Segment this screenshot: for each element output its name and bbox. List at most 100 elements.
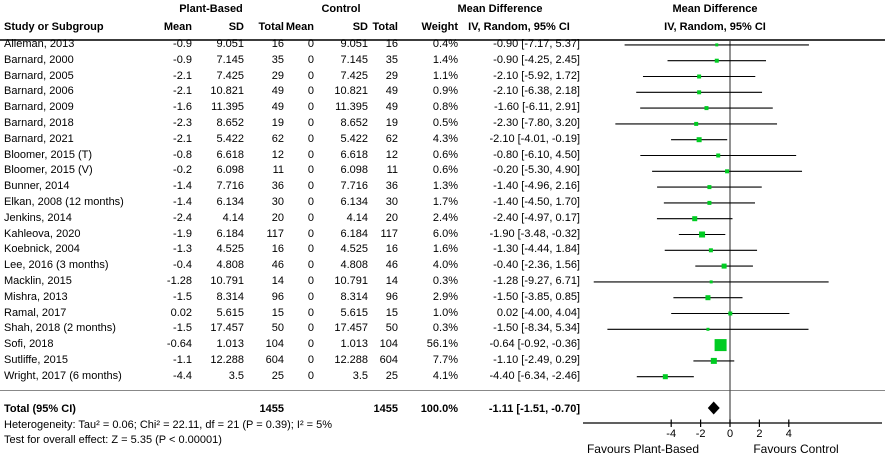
- mean2-cell: 0: [307, 132, 314, 145]
- study-name-cell: Alleman, 2013: [4, 38, 75, 50]
- ci-cell: -2.10 [-4.01, -0.19]: [489, 132, 581, 145]
- total2-cell: 15: [385, 306, 398, 319]
- ci-cell: -2.10 [-5.92, 1.72]: [493, 69, 580, 82]
- ci-cell: -1.60 [-6.11, 2.91]: [493, 101, 580, 114]
- total1-cell: 604: [265, 353, 284, 366]
- weight-cell: 0.3%: [432, 322, 458, 335]
- study-name-cell: Kahleova, 2020: [4, 227, 81, 240]
- heterogeneity-text: Heterogeneity: Tau² = 0.06; Chi² = 22.11…: [4, 419, 333, 431]
- sd1-cell: 6.184: [216, 227, 244, 240]
- mean1-cell: -2.1: [173, 132, 192, 145]
- study-name-cell: Barnard, 2009: [4, 101, 74, 114]
- total2-cell: 62: [385, 132, 398, 145]
- study-row: Macklin, 2015 -1.28 10.791 14 0 10.791 14 0.3% -…: [0, 274, 580, 290]
- total2-cell: 14: [385, 274, 398, 287]
- mean1-cell: -2.4: [173, 211, 192, 224]
- sd1-cell: 9.051: [216, 38, 244, 50]
- mean1-cell: -4.4: [173, 369, 192, 382]
- effect-marker: [705, 295, 711, 301]
- sd2-cell: 5.615: [340, 306, 368, 319]
- total-diamond: [707, 401, 720, 415]
- sd2-cell: 8.652: [340, 116, 368, 129]
- sd1-cell: 3.5: [228, 369, 244, 382]
- sd1-cell: 5.422: [216, 132, 244, 145]
- weight-cell: 0.6%: [432, 148, 458, 161]
- mean2-cell: 0: [307, 290, 314, 303]
- tick-label: 2: [756, 428, 762, 440]
- study-name-cell: Macklin, 2015: [4, 274, 72, 287]
- ci-cell: -0.40 [-2.36, 1.56]: [493, 259, 580, 272]
- mean1-cell: 0.02: [170, 306, 192, 319]
- ci-cell: -0.90 [-4.25, 2.45]: [493, 53, 580, 66]
- mean1-cell: -2.3: [173, 116, 192, 129]
- sd1-cell: 6.134: [216, 195, 244, 208]
- study-row: Barnard, 2000 -0.9 7.145 35 0 7.145 35 1.4% -0.9…: [0, 53, 580, 69]
- mean2-cell: 0: [307, 353, 314, 366]
- total1-cell: 29: [271, 69, 284, 82]
- total1-cell: 19: [271, 116, 284, 129]
- weight-cell: 4.3%: [432, 132, 458, 145]
- sd2-cell: 11.395: [335, 101, 368, 114]
- total2-cell: 12: [385, 148, 398, 161]
- mean2-cell: 0: [307, 195, 314, 208]
- mean1-cell: -1.5: [173, 290, 192, 303]
- sd2-cell: 17.457: [334, 322, 368, 335]
- study-name-cell: Sofi, 2018: [4, 338, 54, 351]
- mean1-cell: -1.9: [173, 227, 192, 240]
- study-name-cell: Lee, 2016 (3 months): [4, 259, 109, 272]
- weight-cell: 1.6%: [432, 243, 458, 256]
- plot-header-ci-method: IV, Random, 95% CI: [664, 21, 766, 33]
- total1-cell: 49: [271, 101, 284, 114]
- sd1-cell: 4.14: [222, 211, 244, 224]
- mean1-cell: -1.6: [173, 101, 192, 114]
- total2-cell: 104: [379, 338, 398, 351]
- study-row: Lee, 2016 (3 months) -0.4 4.808 46 0 4.808 46 4…: [0, 258, 580, 274]
- ci-cell: -0.64 [-0.92, -0.36]: [489, 338, 581, 351]
- total2-cell: 117: [380, 227, 398, 240]
- sd2-cell: 7.716: [340, 180, 368, 193]
- total-weight: 100.0%: [420, 403, 458, 415]
- sd1-cell: 4.808: [216, 259, 244, 272]
- mean2-cell: 0: [307, 369, 314, 382]
- mean2-cell: 0: [307, 227, 314, 240]
- weight-cell: 1.4%: [432, 53, 458, 66]
- total2-cell: 11: [386, 164, 398, 177]
- weight-cell: 2.4%: [432, 211, 458, 224]
- total2-cell: 49: [385, 85, 398, 98]
- total1-cell: 16: [271, 243, 284, 256]
- total1-cell: 46: [271, 259, 284, 272]
- sd1-cell: 10.791: [210, 274, 244, 287]
- overall-effect-text: Test for overall effect: Z = 5.35 (P < 0…: [4, 434, 222, 446]
- weight-cell: 1.7%: [432, 195, 458, 208]
- study-name-cell: Barnard, 2005: [4, 69, 74, 82]
- effect-marker: [707, 185, 712, 190]
- total-n1: 1455: [259, 403, 284, 415]
- sd1-cell: 7.716: [216, 180, 244, 193]
- study-row: Barnard, 2006 -2.1 10.821 49 0 10.821 49 0.9% -2…: [0, 84, 580, 100]
- effect-marker: [721, 263, 727, 269]
- ci-cell: -1.10 [-2.49, 0.29]: [493, 353, 580, 366]
- total2-cell: 35: [385, 53, 398, 66]
- weight-cell: 0.9%: [432, 85, 458, 98]
- group-header-row: Plant-Based Control Mean Difference Mean…: [0, 3, 885, 17]
- weight-cell: 1.1%: [432, 69, 458, 82]
- total1-cell: 12: [271, 148, 284, 161]
- header-divider: [0, 39, 885, 41]
- ci-cell: 0.02 [-4.00, 4.04]: [496, 306, 580, 319]
- study-name-cell: Bunner, 2014: [4, 180, 70, 193]
- total1-cell: 14: [271, 274, 284, 287]
- mean1-cell: -0.9: [173, 53, 192, 66]
- sd1-cell: 11.395: [211, 101, 244, 114]
- col-header-weight: Weight: [421, 21, 458, 33]
- total2-cell: 50: [385, 322, 398, 335]
- sd2-cell: 4.808: [340, 259, 368, 272]
- weight-cell: 4.1%: [432, 369, 458, 382]
- mean1-cell: -2.1: [173, 69, 192, 82]
- ci-cell: -0.90 [-7.17, 5.37]: [493, 38, 580, 50]
- study-name-cell: Mishra, 2013: [4, 290, 68, 303]
- col-header-sd2: SD: [352, 21, 368, 33]
- col-header-mean2: Mean: [285, 21, 314, 33]
- mean2-cell: 0: [307, 164, 314, 177]
- total2-cell: 604: [379, 353, 398, 366]
